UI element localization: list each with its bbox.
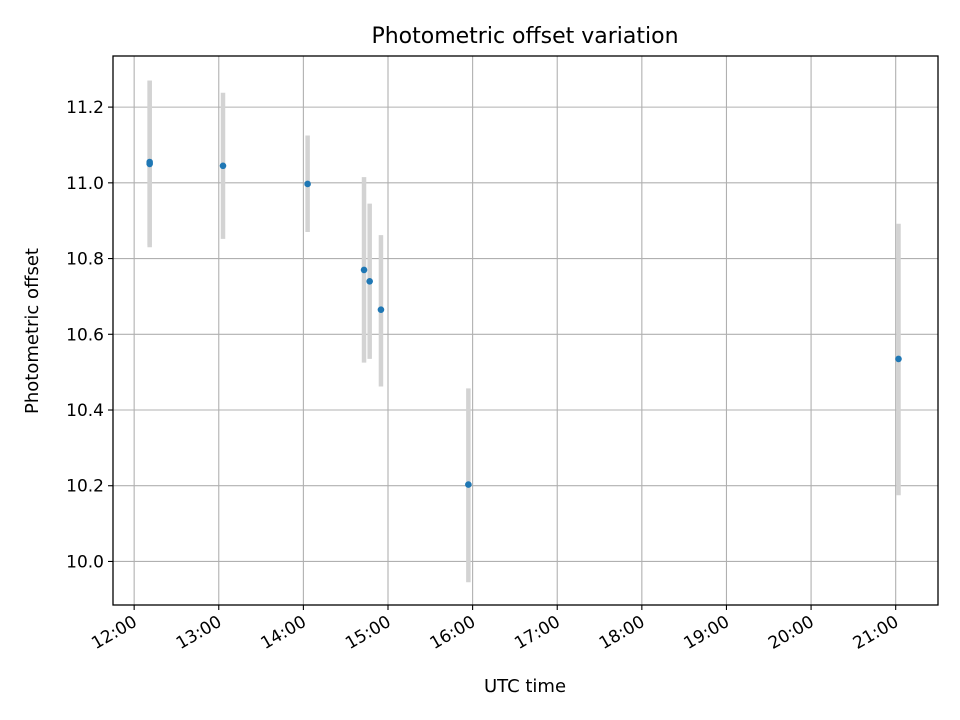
- data-point: [360, 266, 368, 274]
- data-point: [465, 481, 472, 488]
- data-point: [366, 277, 373, 285]
- chart-title: Photometric offset variation: [371, 24, 678, 49]
- data-points: [146, 158, 902, 488]
- y-tick-label: 10.8: [66, 250, 104, 270]
- data-point: [377, 306, 385, 313]
- data-point: [304, 180, 311, 188]
- data-point: [219, 162, 227, 170]
- y-tick-label: 11.0: [66, 174, 104, 194]
- y-tick-label: 10.2: [66, 477, 104, 497]
- grid-lines: [113, 56, 938, 605]
- y-tick-label: 10.4: [66, 401, 104, 421]
- y-axis-ticks: 10.0 10.2 10.4 10.6 10.8 11.0 11.2: [66, 98, 113, 572]
- y-tick-label: 11.2: [66, 98, 104, 118]
- y-tick-label: 10.6: [66, 325, 104, 345]
- y-axis-label: Photometric offset: [22, 248, 43, 414]
- x-axis-label: UTC time: [484, 676, 566, 697]
- plot-area-frame: [112, 55, 939, 606]
- data-point: [146, 158, 153, 166]
- data-point: [895, 355, 902, 363]
- y-tick-label: 10.0: [66, 552, 104, 572]
